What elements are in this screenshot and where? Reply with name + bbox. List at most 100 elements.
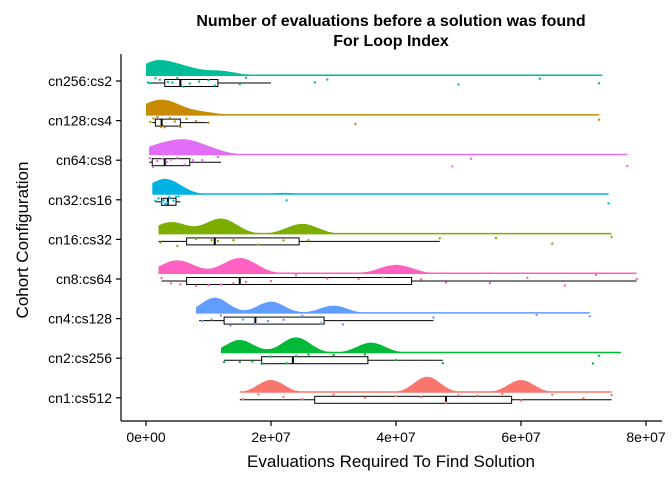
data-point: [257, 393, 260, 396]
data-point: [282, 395, 285, 399]
data-point: [313, 81, 316, 84]
data-point: [257, 243, 260, 246]
data-point: [551, 242, 554, 245]
density-cloud: [152, 178, 609, 195]
y-tick-label: cn2:cs256: [48, 350, 112, 366]
data-point: [232, 282, 235, 285]
data-point: [563, 284, 566, 287]
data-point: [269, 279, 273, 283]
y-axis: cn256:cs2 cn128:cs4 cn64:cs8 cn32:cs16 cn16:…: [48, 73, 121, 406]
data-point: [173, 120, 176, 123]
data-point: [201, 319, 204, 323]
data-point: [285, 199, 288, 202]
y-tick-label: cn32:cs16: [48, 192, 112, 208]
data-point: [332, 393, 335, 396]
data-point: [149, 120, 152, 124]
data-point: [319, 322, 323, 325]
data-point: [160, 276, 163, 280]
data-point: [165, 161, 168, 164]
data-point: [326, 78, 329, 81]
data-point: [213, 84, 216, 87]
data-point: [164, 202, 167, 206]
data-point: [194, 237, 198, 241]
data-point: [438, 237, 441, 240]
data-point: [219, 314, 223, 317]
data-point: [216, 155, 220, 159]
data-point: [182, 85, 185, 88]
data-point: [363, 353, 366, 356]
data-point: [301, 398, 304, 401]
data-point: [152, 117, 155, 120]
data-point: [594, 273, 598, 277]
density-cloud: [149, 139, 628, 156]
data-point: [285, 362, 288, 365]
data-point: [154, 77, 157, 80]
data-point: [197, 80, 201, 83]
data-point: [538, 77, 541, 80]
data-point: [282, 239, 285, 242]
data-point: [177, 195, 180, 198]
y-tick-label: cn256:cs2: [48, 73, 112, 89]
data-point: [597, 82, 601, 85]
data-point: [394, 358, 398, 362]
data-point: [294, 274, 298, 277]
data-point: [457, 83, 460, 86]
data-point: [174, 195, 178, 198]
data-point: [151, 165, 155, 169]
data-point: [419, 395, 423, 399]
data-point: [232, 239, 235, 242]
data-point: [432, 316, 435, 319]
y-tick-label: cn16:cs32: [48, 231, 112, 247]
data-point: [591, 362, 595, 365]
data-point: [476, 394, 479, 397]
data-point: [526, 276, 529, 280]
density-cloud: [146, 99, 600, 116]
data-point: [185, 117, 188, 120]
box-iqr: [164, 79, 219, 87]
data-point: [519, 399, 523, 402]
density-cloud: [221, 337, 621, 354]
data-point: [241, 398, 245, 401]
y-tick-label: cn128:cs4: [48, 113, 112, 129]
data-point: [635, 277, 638, 281]
box-iqr: [261, 356, 369, 365]
data-point: [161, 157, 164, 160]
box-iqr: [186, 237, 300, 246]
data-point: [551, 393, 554, 396]
density-cloud: [146, 60, 603, 76]
density-cloud: [158, 258, 637, 274]
data-point: [444, 281, 448, 284]
data-point: [419, 278, 423, 281]
data-point: [357, 277, 360, 281]
data-point: [382, 276, 385, 279]
data-point: [163, 126, 166, 129]
data-point: [244, 280, 248, 284]
data-point: [210, 318, 213, 321]
data-point: [229, 324, 232, 327]
data-point: [179, 125, 182, 129]
boxplots-layer: [147, 79, 637, 404]
data-point: [451, 165, 454, 168]
data-point: [183, 163, 186, 166]
density-cloud: [239, 376, 612, 393]
data-point: [326, 277, 329, 280]
data-point: [159, 241, 162, 244]
data-point: [597, 354, 601, 357]
data-point: [251, 360, 254, 363]
data-point: [160, 201, 163, 204]
data-point: [269, 355, 273, 358]
data-point: [176, 156, 179, 160]
density-cloud: [196, 297, 590, 314]
density-cloud: [158, 218, 612, 235]
data-point: [307, 353, 310, 356]
data-point: [535, 313, 538, 317]
data-point: [501, 392, 504, 395]
data-point: [266, 319, 270, 323]
x-tick-label: 2e+07: [251, 429, 291, 445]
data-point: [394, 395, 398, 398]
data-point: [222, 360, 226, 364]
chart-subtitle: For Loop Index: [333, 33, 449, 50]
data-point: [207, 121, 210, 124]
clouds-layer: [146, 60, 637, 393]
